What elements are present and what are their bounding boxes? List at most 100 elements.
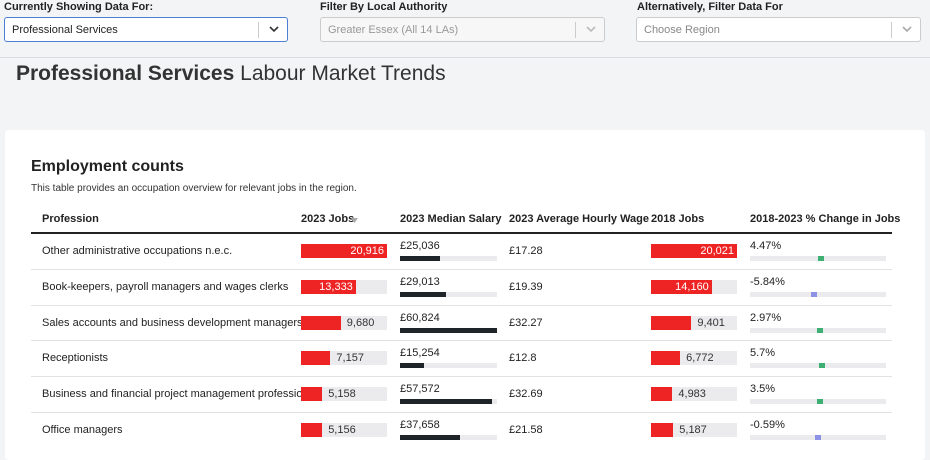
bar: [301, 279, 356, 294]
bar: [400, 435, 461, 440]
bar-track: [301, 423, 387, 437]
bar: [301, 387, 323, 402]
bar-track: [750, 363, 886, 369]
bar: [400, 256, 440, 261]
bar-track: [400, 363, 497, 369]
chevron: [586, 26, 596, 33]
filter-label: Alternatively, Filter Data For: [637, 1, 783, 13]
divider: [0, 57, 930, 58]
cell: £21.58: [509, 424, 543, 436]
column-header[interactable]: 2018-2023 % Change in Jobs: [750, 213, 901, 225]
column-header[interactable]: 2023 Average Hourly Wage: [509, 213, 650, 225]
sort-icon: [351, 218, 358, 223]
bar-label: 5,156: [328, 424, 356, 436]
bar: [651, 279, 712, 294]
cell: £37,658: [400, 419, 440, 431]
bar: [400, 363, 425, 369]
dropdown[interactable]: Choose Region: [636, 17, 921, 42]
column-header[interactable]: 2023 Jobs: [301, 213, 355, 225]
bar-label: 7,157: [336, 352, 364, 365]
cell: £32.27: [509, 316, 543, 329]
bar: [301, 423, 323, 437]
dropdown-value: Professional Services: [12, 24, 118, 36]
bar: [301, 351, 331, 366]
bar: [400, 399, 492, 405]
bar: [301, 315, 341, 330]
bar-track: [651, 387, 737, 402]
cell: 3.5%: [750, 383, 776, 396]
bar-track: [750, 291, 886, 297]
row-divider: [31, 412, 892, 413]
cell: Receptionists: [42, 352, 109, 365]
column-header[interactable]: 2018 Jobs: [651, 213, 705, 225]
change-marker: [818, 256, 825, 261]
cell: Sales accounts and business development …: [42, 316, 303, 329]
cell: £19.39: [509, 280, 543, 293]
cell: £12.8: [509, 352, 537, 365]
bar: [651, 315, 692, 330]
chevron: [269, 26, 279, 33]
bar: [651, 244, 737, 258]
cell: 4.47%: [750, 240, 782, 252]
bar: [651, 387, 673, 402]
cell: £57,572: [400, 383, 440, 396]
bar-label: 9,680: [346, 316, 375, 329]
dropdown-value: Choose Region: [644, 24, 720, 36]
row-divider: [31, 304, 892, 306]
bar-label: 6,772: [686, 352, 714, 365]
row-divider: [31, 340, 892, 342]
cell: 2.97%: [750, 311, 782, 324]
section-description: This table provides an occupation overvi…: [31, 183, 357, 194]
bar-track: [750, 256, 886, 261]
cell: Book-keepers, payroll managers and wages…: [42, 280, 289, 293]
dropdown-value: Greater Essex (All 14 LAs): [328, 24, 459, 36]
bar-label: 4,983: [678, 388, 706, 401]
bar-label: 9,401: [697, 316, 725, 329]
cell: 5.7%: [750, 347, 776, 360]
bar: [400, 327, 497, 333]
cell: -0.59%: [750, 419, 785, 431]
bar: [651, 351, 681, 366]
row-divider: [31, 376, 892, 378]
bar: [301, 244, 387, 258]
cell: £25,036: [400, 240, 440, 252]
dropdown[interactable]: Professional Services: [4, 17, 288, 42]
bar-label: 14,160: [675, 280, 709, 293]
cell: £15,254: [400, 347, 440, 360]
page-title: Professional Services Labour Market Tren…: [16, 62, 446, 86]
section-title: Employment counts: [31, 158, 184, 175]
separator: [575, 22, 576, 38]
bar-track: [400, 256, 497, 261]
column-header[interactable]: Profession: [42, 213, 99, 225]
bar-label: 20,916: [350, 245, 384, 257]
title-bold: Professional Services: [16, 62, 235, 85]
change-marker: [817, 327, 824, 333]
bar-label: 5,158: [328, 388, 356, 401]
cell: Business and financial project managemen…: [42, 388, 323, 401]
title-rest: Labour Market Trends: [240, 62, 446, 85]
change-marker: [811, 291, 818, 297]
chevron: [902, 26, 912, 33]
column-header[interactable]: 2023 Median Salary: [400, 213, 502, 225]
header-rule: [31, 232, 892, 234]
cell: £17.28: [509, 245, 543, 257]
cell: Office managers: [42, 424, 123, 436]
cell: £32.69: [509, 388, 543, 401]
change-marker: [817, 399, 824, 405]
row-divider: [31, 268, 892, 270]
separator: [258, 22, 259, 38]
dropdown[interactable]: Greater Essex (All 14 LAs): [320, 17, 605, 42]
bar-track: [400, 291, 497, 297]
cell: £60,824: [400, 311, 440, 324]
cell: £29,013: [400, 275, 440, 288]
change-marker: [814, 435, 821, 440]
filter-label: Filter By Local Authority: [320, 1, 448, 13]
bar-label: 20,021: [700, 245, 734, 257]
separator: [891, 22, 892, 38]
bar: [400, 291, 447, 297]
cell: -5.84%: [750, 275, 785, 288]
cell: Other administrative occupations n.e.c.: [42, 245, 233, 257]
change-marker: [818, 363, 825, 369]
bar: [651, 423, 674, 437]
